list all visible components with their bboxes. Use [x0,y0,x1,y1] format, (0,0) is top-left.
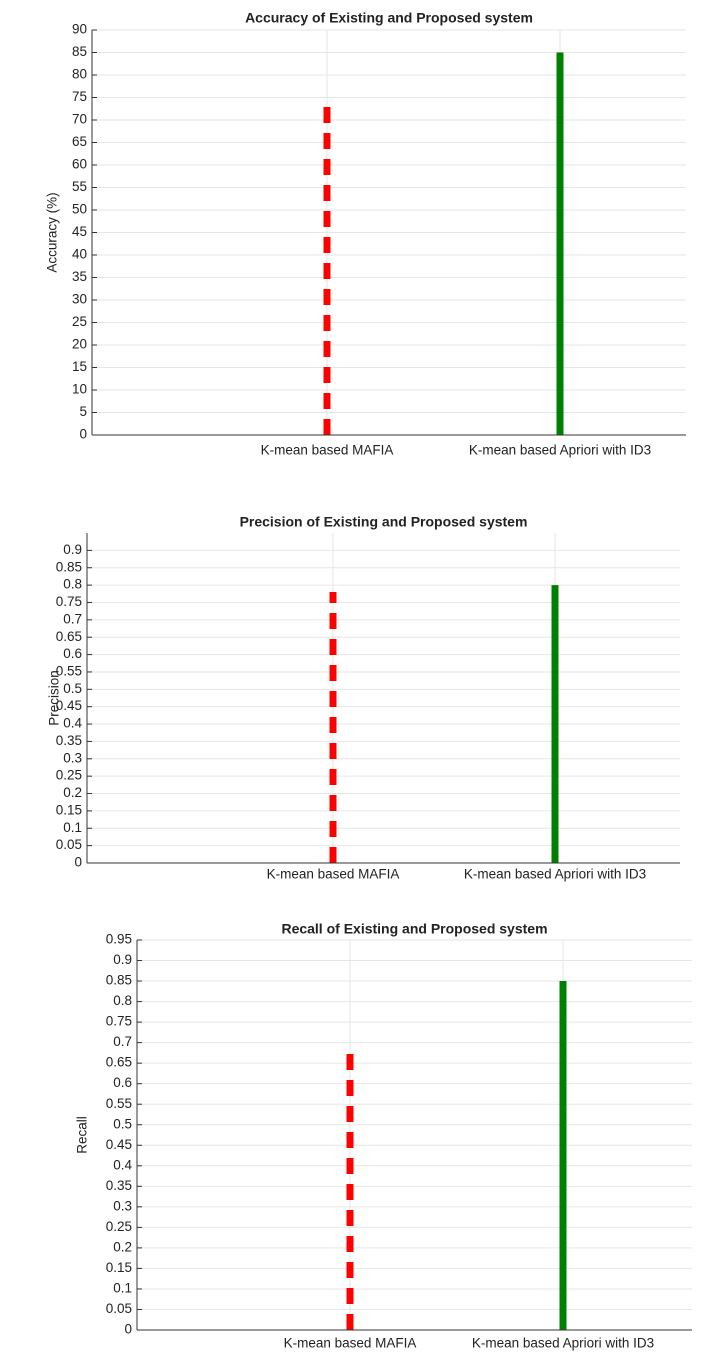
y-tick-label: 0.6 [113,1075,132,1090]
x-tick-label: K-mean based MAFIA [267,867,400,882]
y-tick-label: 50 [72,202,87,217]
y-axis-label: Precision [47,670,62,726]
y-tick-label: 0.7 [63,611,82,626]
chart-title: Recall of Existing and Proposed system [281,921,547,937]
y-tick-label: 5 [79,404,87,419]
y-tick-label: 0 [124,1322,132,1337]
y-axis-label: Recall [75,1116,90,1154]
y-tick-label: 0.5 [63,681,82,696]
y-tick-label: 0.05 [56,837,82,852]
y-tick-label: 0.75 [106,1014,132,1029]
y-tick-label: 0.95 [106,932,132,947]
x-tick-label: K-mean based Apriori with ID3 [469,443,651,458]
y-tick-label: 0.7 [113,1034,132,1049]
y-tick-label: 90 [72,22,87,37]
y-tick-label: 85 [72,44,87,59]
y-tick-label: 0.2 [63,785,82,800]
x-tick-label: K-mean based Apriori with ID3 [464,867,646,882]
y-tick-label: 0 [74,855,82,870]
y-tick-label: 0.4 [63,716,82,731]
y-tick-label: 25 [72,314,87,329]
y-tick-label: 30 [72,292,87,307]
y-tick-label: 0 [79,427,87,442]
y-tick-label: 0.4 [113,1157,132,1172]
y-tick-label: 0.15 [106,1260,132,1275]
y-tick-label: 10 [72,382,87,397]
chart-title: Accuracy of Existing and Proposed system [245,10,533,26]
y-tick-label: 55 [72,179,87,194]
y-tick-label: 35 [72,269,87,284]
x-tick-label: K-mean based Apriori with ID3 [472,1336,654,1351]
y-tick-label: 40 [72,247,87,262]
y-tick-label: 0.65 [56,629,82,644]
y-tick-label: 0.1 [113,1281,132,1296]
y-tick-label: 45 [72,224,87,239]
chart-title: Precision of Existing and Proposed syste… [240,514,528,530]
y-tick-label: 0.15 [56,802,82,817]
y-axis-label: Accuracy (%) [45,192,60,272]
y-tick-label: 0.3 [63,750,82,765]
y-tick-label: 20 [72,337,87,352]
y-tick-label: 0.35 [106,1178,132,1193]
y-tick-label: 0.85 [56,559,82,574]
y-tick-label: 60 [72,157,87,172]
y-tick-label: 0.2 [113,1239,132,1254]
x-tick-label: K-mean based MAFIA [261,443,394,458]
y-tick-label: 65 [72,134,87,149]
y-tick-label: 0.05 [106,1301,132,1316]
y-tick-label: 0.9 [113,952,132,967]
y-tick-label: 75 [72,89,87,104]
y-tick-label: 0.45 [106,1137,132,1152]
y-tick-label: 0.3 [113,1198,132,1213]
y-tick-label: 70 [72,112,87,127]
page: 0 5 10 15 20 25 30 35 40 45 50 55 60 65 70 75 80 85 90 K-me… [0,0,712,1352]
y-tick-label: 0.25 [106,1219,132,1234]
y-tick-label: 0.8 [113,993,132,1008]
y-tick-label: 0.9 [63,542,82,557]
y-tick-label: 0.85 [106,973,132,988]
y-tick-label: 0.55 [106,1096,132,1111]
y-tick-label: 0.25 [56,768,82,783]
y-tick-label: 80 [72,67,87,82]
x-tick-label: K-mean based MAFIA [284,1336,417,1351]
y-tick-label: 0.8 [63,577,82,592]
y-tick-label: 0.75 [56,594,82,609]
y-tick-label: 0.1 [63,820,82,835]
y-tick-label: 0.6 [63,646,82,661]
y-tick-label: 0.35 [56,733,82,748]
y-tick-label: 0.5 [113,1116,132,1131]
y-tick-label: 15 [72,359,87,374]
y-tick-label: 0.65 [106,1055,132,1070]
